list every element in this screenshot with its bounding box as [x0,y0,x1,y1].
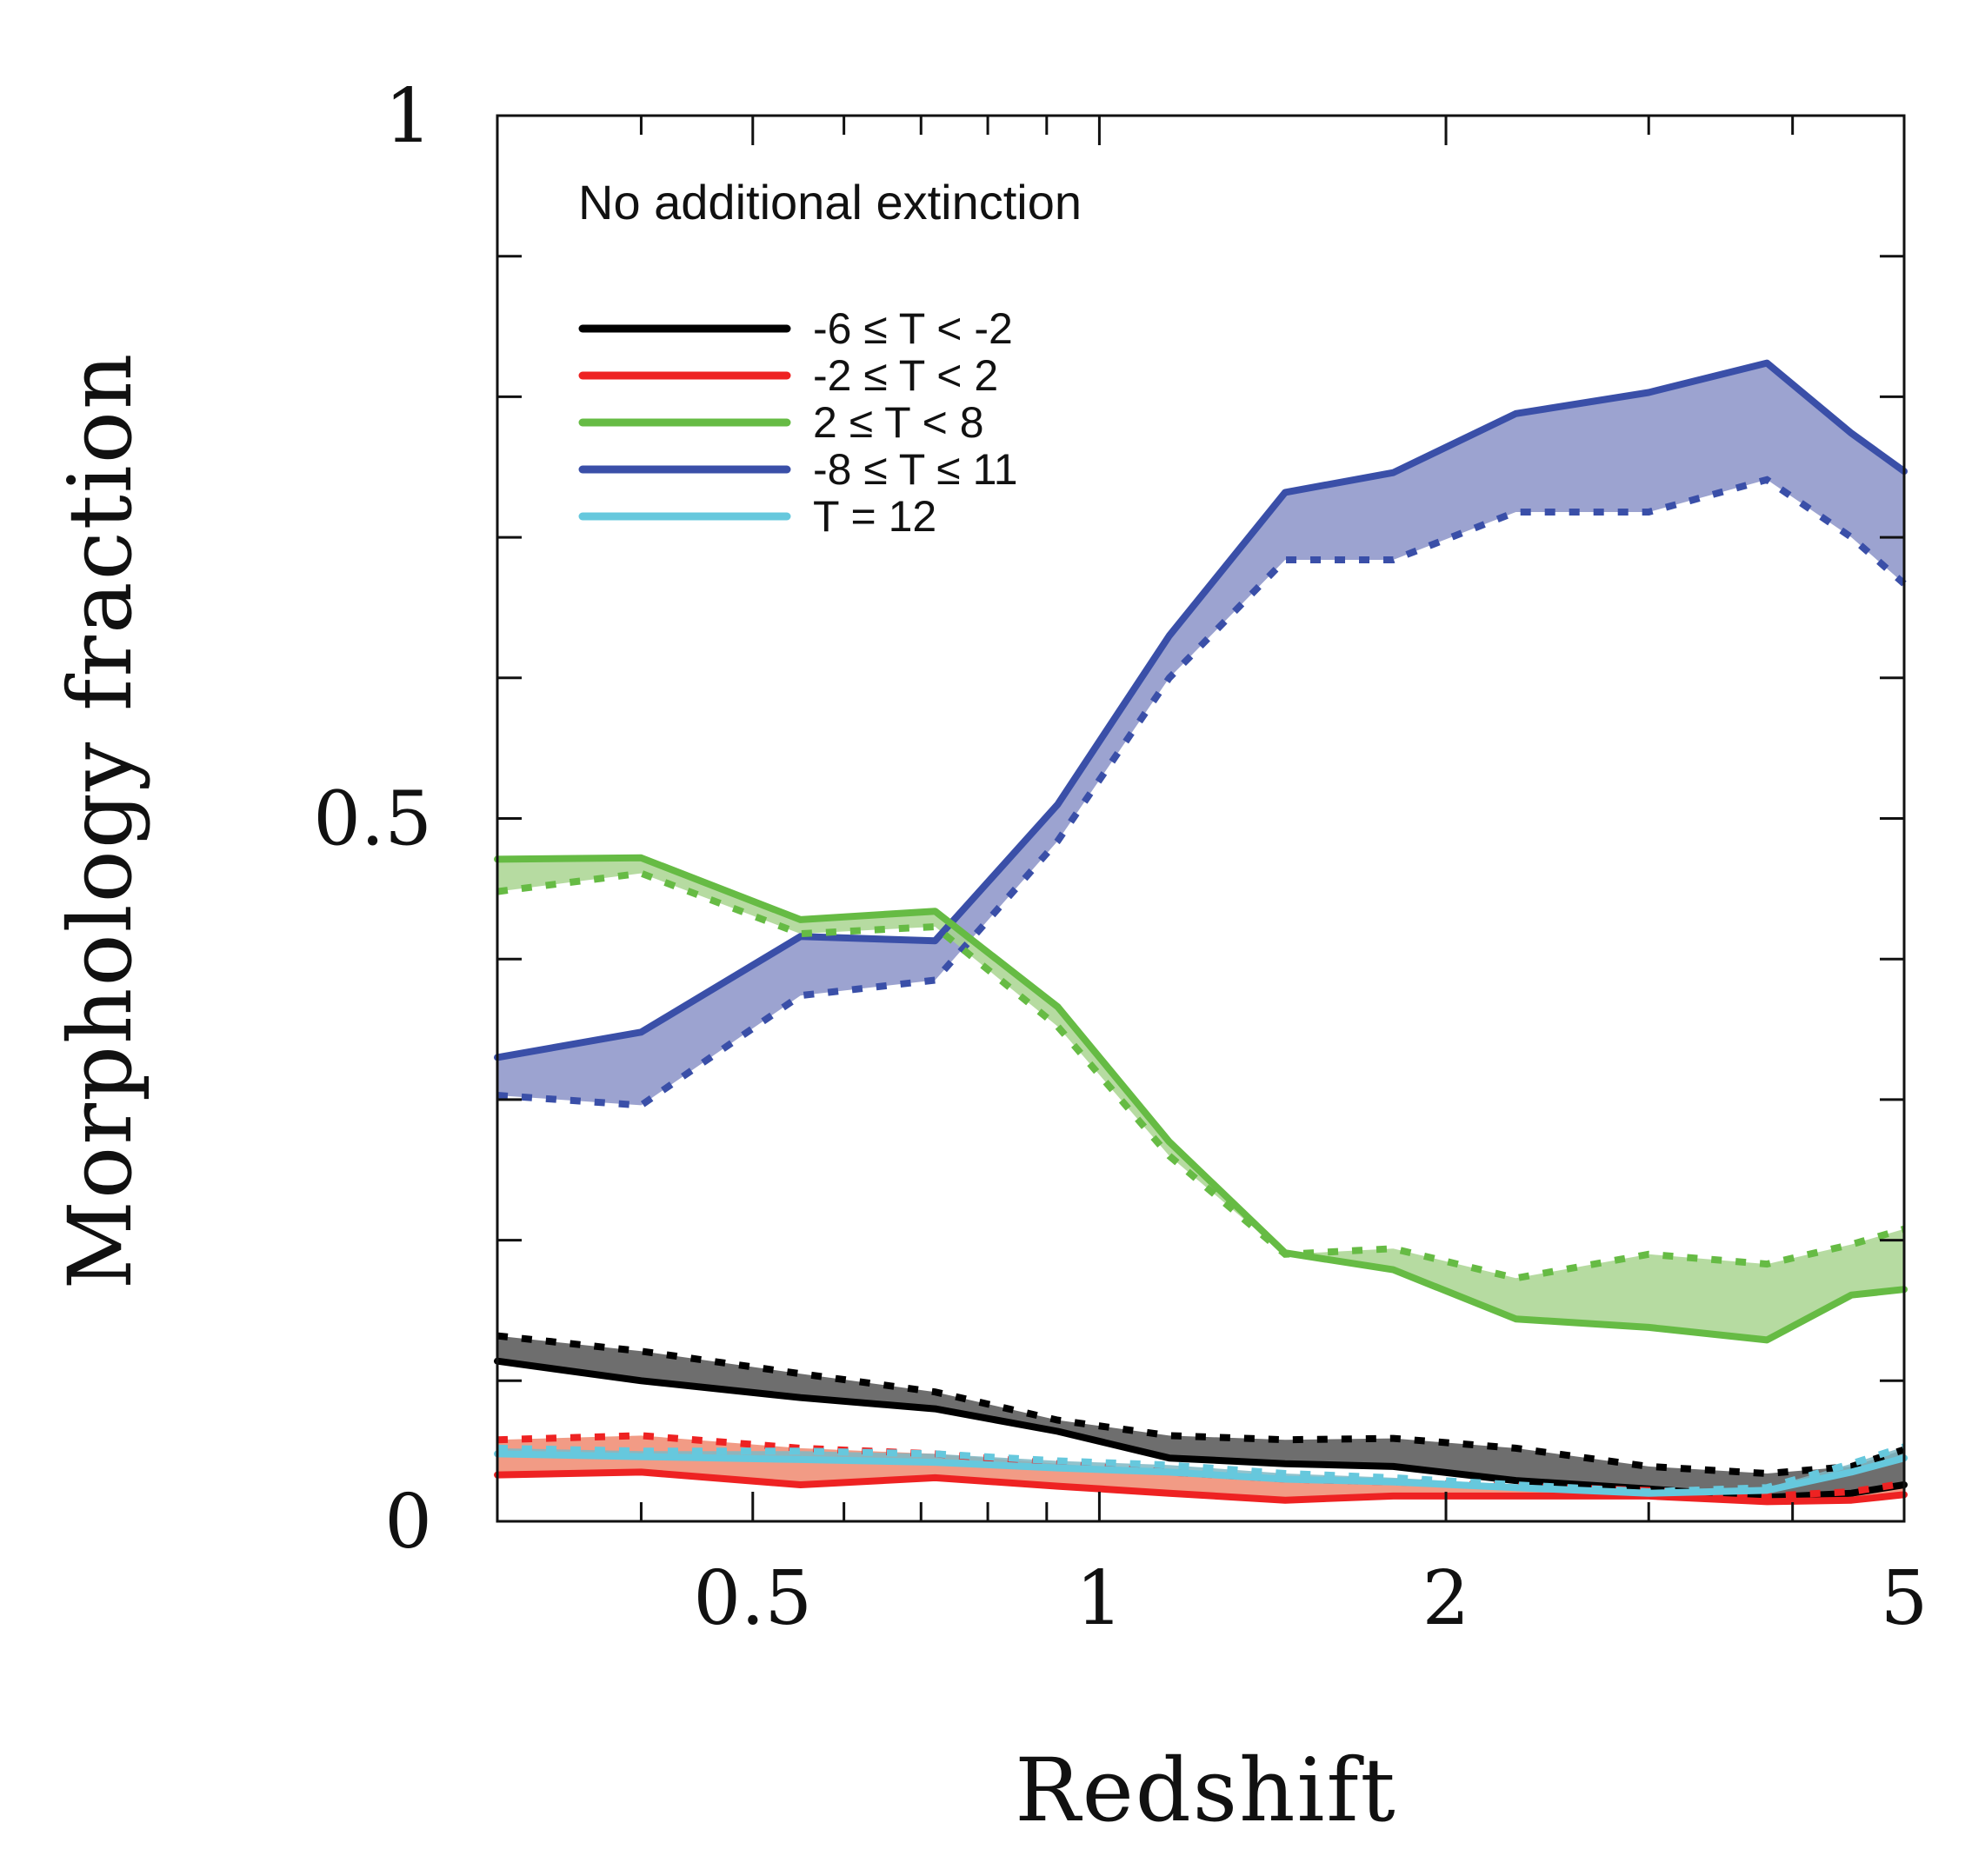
legend-label-3: -8 ≤ T ≤ 11 [813,445,1018,494]
x-tick-label: 5 [1881,1555,1928,1642]
x-axis-title: Redshift [1015,1740,1396,1841]
band-series-3 [497,363,1904,1106]
axis-ticks [496,116,1906,1521]
plot-content [494,359,1908,1506]
legend: -6 ≤ T < -2-2 ≤ T < 2 2 ≤ T < 8-8 ≤ T ≤ … [578,304,1018,541]
legend-label-2: 2 ≤ T < 8 [813,398,984,447]
x-tick-label: 0.5 [693,1555,812,1642]
legend-label-0: -6 ≤ T < -2 [813,304,1013,353]
x-tick-label: 2 [1422,1555,1470,1642]
y-tick-label: 0 [384,1479,432,1566]
line-dotted-series-2 [496,869,1906,1282]
chart-annotation: No additional extinction [578,175,1082,230]
x-tick-label: 1 [1076,1555,1123,1642]
band-series-2 [497,857,1904,1340]
y-axis-title: Morphology fraction [50,352,151,1290]
y-tick-label: 1 [384,73,432,160]
legend-label-1: -2 ≤ T < 2 [813,351,998,400]
line-solid-series-3 [494,359,1908,1061]
line-dotted-series-4 [496,1443,1906,1496]
legend-label-4: T = 12 [813,492,936,541]
line-dotted-series-3 [496,476,1907,1109]
tick-labels: 0.5 1 2 5 0 0.5 1 [313,73,1928,1642]
line-solid-series-1 [494,1468,1908,1506]
y-tick-label: 0.5 [313,776,432,863]
band-series-0 [497,1335,1904,1498]
